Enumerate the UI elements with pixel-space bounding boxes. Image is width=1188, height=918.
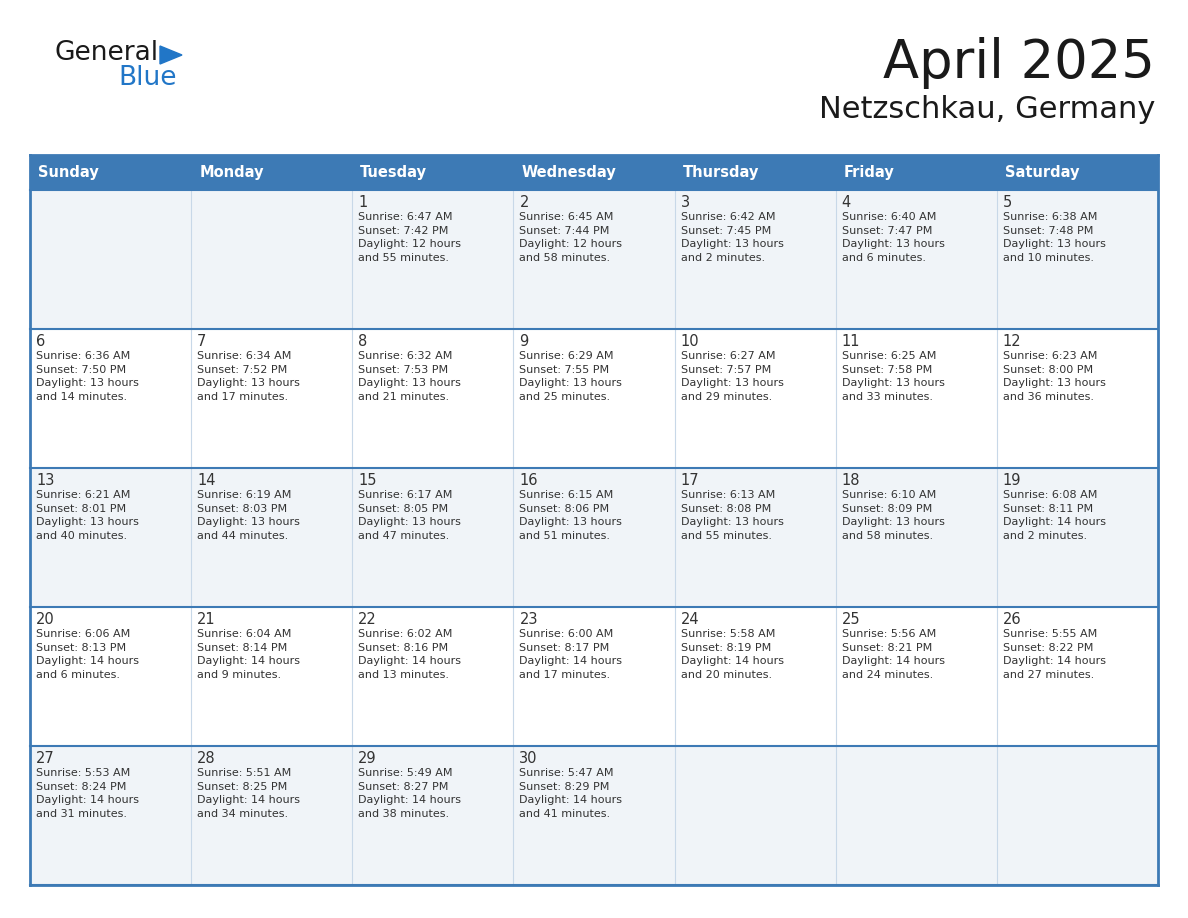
Text: Sunrise: 6:40 AM
Sunset: 7:47 PM
Daylight: 13 hours
and 6 minutes.: Sunrise: 6:40 AM Sunset: 7:47 PM Dayligh…: [842, 212, 944, 263]
Text: Sunrise: 6:29 AM
Sunset: 7:55 PM
Daylight: 13 hours
and 25 minutes.: Sunrise: 6:29 AM Sunset: 7:55 PM Dayligh…: [519, 351, 623, 402]
Text: Sunrise: 5:55 AM
Sunset: 8:22 PM
Daylight: 14 hours
and 27 minutes.: Sunrise: 5:55 AM Sunset: 8:22 PM Dayligh…: [1003, 629, 1106, 680]
Text: 3: 3: [681, 195, 690, 210]
Text: 30: 30: [519, 751, 538, 766]
Text: Sunrise: 6:36 AM
Sunset: 7:50 PM
Daylight: 13 hours
and 14 minutes.: Sunrise: 6:36 AM Sunset: 7:50 PM Dayligh…: [36, 351, 139, 402]
Text: Sunrise: 5:56 AM
Sunset: 8:21 PM
Daylight: 14 hours
and 24 minutes.: Sunrise: 5:56 AM Sunset: 8:21 PM Dayligh…: [842, 629, 944, 680]
Text: Sunrise: 6:08 AM
Sunset: 8:11 PM
Daylight: 14 hours
and 2 minutes.: Sunrise: 6:08 AM Sunset: 8:11 PM Dayligh…: [1003, 490, 1106, 541]
Text: Sunrise: 5:49 AM
Sunset: 8:27 PM
Daylight: 14 hours
and 38 minutes.: Sunrise: 5:49 AM Sunset: 8:27 PM Dayligh…: [359, 768, 461, 819]
Text: April 2025: April 2025: [883, 37, 1155, 89]
Text: Sunrise: 5:53 AM
Sunset: 8:24 PM
Daylight: 14 hours
and 31 minutes.: Sunrise: 5:53 AM Sunset: 8:24 PM Dayligh…: [36, 768, 139, 819]
Text: 9: 9: [519, 334, 529, 349]
Text: Sunrise: 6:42 AM
Sunset: 7:45 PM
Daylight: 13 hours
and 2 minutes.: Sunrise: 6:42 AM Sunset: 7:45 PM Dayligh…: [681, 212, 783, 263]
Text: General: General: [55, 40, 159, 66]
Text: 1: 1: [359, 195, 367, 210]
Text: 20: 20: [36, 612, 55, 627]
Text: Friday: Friday: [843, 165, 895, 180]
Text: Sunrise: 6:15 AM
Sunset: 8:06 PM
Daylight: 13 hours
and 51 minutes.: Sunrise: 6:15 AM Sunset: 8:06 PM Dayligh…: [519, 490, 623, 541]
Text: Sunrise: 5:47 AM
Sunset: 8:29 PM
Daylight: 14 hours
and 41 minutes.: Sunrise: 5:47 AM Sunset: 8:29 PM Dayligh…: [519, 768, 623, 819]
Bar: [30, 746, 1158, 885]
Text: 29: 29: [359, 751, 377, 766]
Text: Sunrise: 6:13 AM
Sunset: 8:08 PM
Daylight: 13 hours
and 55 minutes.: Sunrise: 6:13 AM Sunset: 8:08 PM Dayligh…: [681, 490, 783, 541]
Text: Wednesday: Wednesday: [522, 165, 617, 180]
Text: Netzschkau, Germany: Netzschkau, Germany: [819, 95, 1155, 125]
Text: Sunrise: 6:21 AM
Sunset: 8:01 PM
Daylight: 13 hours
and 40 minutes.: Sunrise: 6:21 AM Sunset: 8:01 PM Dayligh…: [36, 490, 139, 541]
Text: 18: 18: [842, 473, 860, 488]
Text: 7: 7: [197, 334, 207, 349]
Text: 26: 26: [1003, 612, 1022, 627]
Text: Sunrise: 6:06 AM
Sunset: 8:13 PM
Daylight: 14 hours
and 6 minutes.: Sunrise: 6:06 AM Sunset: 8:13 PM Dayligh…: [36, 629, 139, 680]
Text: Sunrise: 6:19 AM
Sunset: 8:03 PM
Daylight: 13 hours
and 44 minutes.: Sunrise: 6:19 AM Sunset: 8:03 PM Dayligh…: [197, 490, 301, 541]
Text: Sunrise: 6:02 AM
Sunset: 8:16 PM
Daylight: 14 hours
and 13 minutes.: Sunrise: 6:02 AM Sunset: 8:16 PM Dayligh…: [359, 629, 461, 680]
Text: 28: 28: [197, 751, 216, 766]
Text: Tuesday: Tuesday: [360, 165, 428, 180]
Text: 11: 11: [842, 334, 860, 349]
Text: Sunrise: 6:25 AM
Sunset: 7:58 PM
Daylight: 13 hours
and 33 minutes.: Sunrise: 6:25 AM Sunset: 7:58 PM Dayligh…: [842, 351, 944, 402]
Text: Blue: Blue: [118, 65, 177, 91]
Text: Sunrise: 6:47 AM
Sunset: 7:42 PM
Daylight: 12 hours
and 55 minutes.: Sunrise: 6:47 AM Sunset: 7:42 PM Dayligh…: [359, 212, 461, 263]
Text: 8: 8: [359, 334, 367, 349]
Text: 19: 19: [1003, 473, 1022, 488]
Text: Sunrise: 5:58 AM
Sunset: 8:19 PM
Daylight: 14 hours
and 20 minutes.: Sunrise: 5:58 AM Sunset: 8:19 PM Dayligh…: [681, 629, 784, 680]
Text: Sunrise: 6:34 AM
Sunset: 7:52 PM
Daylight: 13 hours
and 17 minutes.: Sunrise: 6:34 AM Sunset: 7:52 PM Dayligh…: [197, 351, 301, 402]
Text: 6: 6: [36, 334, 45, 349]
Text: 2: 2: [519, 195, 529, 210]
Text: Monday: Monday: [200, 165, 264, 180]
Text: Sunrise: 6:38 AM
Sunset: 7:48 PM
Daylight: 13 hours
and 10 minutes.: Sunrise: 6:38 AM Sunset: 7:48 PM Dayligh…: [1003, 212, 1106, 263]
Text: 4: 4: [842, 195, 851, 210]
Text: 10: 10: [681, 334, 700, 349]
Text: Sunrise: 6:00 AM
Sunset: 8:17 PM
Daylight: 14 hours
and 17 minutes.: Sunrise: 6:00 AM Sunset: 8:17 PM Dayligh…: [519, 629, 623, 680]
Text: Sunrise: 6:45 AM
Sunset: 7:44 PM
Daylight: 12 hours
and 58 minutes.: Sunrise: 6:45 AM Sunset: 7:44 PM Dayligh…: [519, 212, 623, 263]
Text: 23: 23: [519, 612, 538, 627]
Text: 16: 16: [519, 473, 538, 488]
Text: 15: 15: [359, 473, 377, 488]
Text: Sunrise: 6:23 AM
Sunset: 8:00 PM
Daylight: 13 hours
and 36 minutes.: Sunrise: 6:23 AM Sunset: 8:00 PM Dayligh…: [1003, 351, 1106, 402]
Text: Thursday: Thursday: [683, 165, 759, 180]
Text: Sunrise: 6:04 AM
Sunset: 8:14 PM
Daylight: 14 hours
and 9 minutes.: Sunrise: 6:04 AM Sunset: 8:14 PM Dayligh…: [197, 629, 301, 680]
Text: 25: 25: [842, 612, 860, 627]
Text: Sunrise: 6:17 AM
Sunset: 8:05 PM
Daylight: 13 hours
and 47 minutes.: Sunrise: 6:17 AM Sunset: 8:05 PM Dayligh…: [359, 490, 461, 541]
Text: 24: 24: [681, 612, 700, 627]
Bar: [30, 190, 1158, 329]
Text: Sunday: Sunday: [38, 165, 99, 180]
Bar: [30, 329, 1158, 468]
Text: 17: 17: [681, 473, 700, 488]
Bar: [30, 607, 1158, 746]
Text: 27: 27: [36, 751, 55, 766]
Polygon shape: [160, 46, 182, 64]
Text: 14: 14: [197, 473, 216, 488]
Text: Saturday: Saturday: [1005, 165, 1080, 180]
Text: Sunrise: 5:51 AM
Sunset: 8:25 PM
Daylight: 14 hours
and 34 minutes.: Sunrise: 5:51 AM Sunset: 8:25 PM Dayligh…: [197, 768, 301, 819]
Text: 22: 22: [359, 612, 377, 627]
Text: 13: 13: [36, 473, 55, 488]
Text: 5: 5: [1003, 195, 1012, 210]
Text: Sunrise: 6:32 AM
Sunset: 7:53 PM
Daylight: 13 hours
and 21 minutes.: Sunrise: 6:32 AM Sunset: 7:53 PM Dayligh…: [359, 351, 461, 402]
Text: Sunrise: 6:27 AM
Sunset: 7:57 PM
Daylight: 13 hours
and 29 minutes.: Sunrise: 6:27 AM Sunset: 7:57 PM Dayligh…: [681, 351, 783, 402]
Text: 21: 21: [197, 612, 216, 627]
Text: 12: 12: [1003, 334, 1022, 349]
Text: Sunrise: 6:10 AM
Sunset: 8:09 PM
Daylight: 13 hours
and 58 minutes.: Sunrise: 6:10 AM Sunset: 8:09 PM Dayligh…: [842, 490, 944, 541]
Bar: [30, 155, 1158, 190]
Bar: [30, 468, 1158, 607]
